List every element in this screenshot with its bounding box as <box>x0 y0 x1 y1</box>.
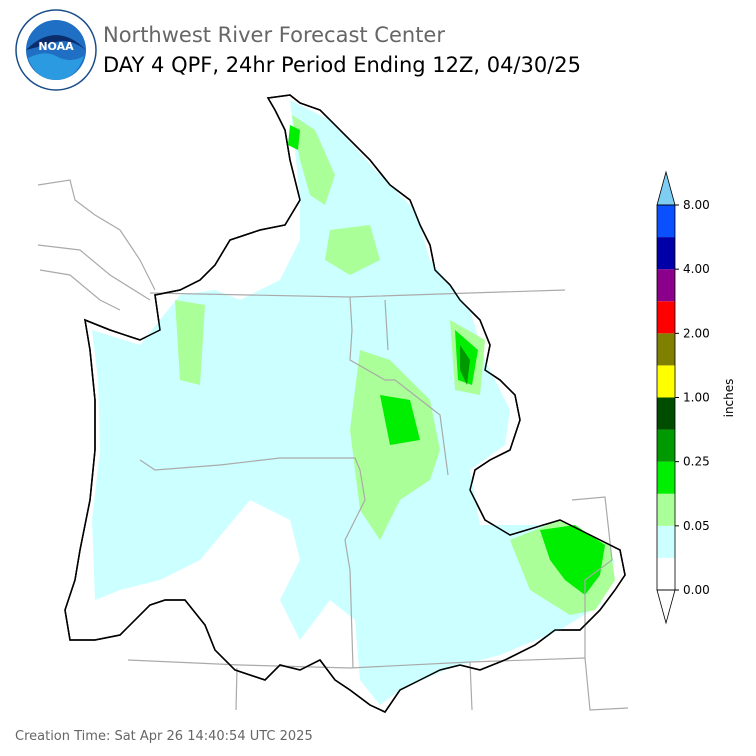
coastline <box>37 179 156 311</box>
noaa-logo: NOAA <box>15 9 97 91</box>
colorbar-label: 0.05 <box>683 519 710 533</box>
title: Northwest River Forecast Center <box>103 23 445 47</box>
map <box>37 94 629 713</box>
creation-time: Creation Time: Sat Apr 26 14:40:54 UTC 2… <box>15 729 313 744</box>
subtitle: DAY 4 QPF, 24hr Period Ending 12Z, 04/30… <box>103 53 581 77</box>
logo-text: NOAA <box>38 40 74 53</box>
colorbar-segment <box>657 365 675 398</box>
colorbar-segment <box>657 333 675 366</box>
colorbar-label: 0.25 <box>683 455 710 469</box>
colorbar-label: 8.00 <box>683 198 710 212</box>
colorbar-segment <box>657 557 675 590</box>
colorbar-segment <box>657 205 675 238</box>
colorbar-unit: inches <box>722 379 736 418</box>
state-borders <box>127 289 629 711</box>
colorbar-label: 4.00 <box>683 262 710 276</box>
colorbar-label: 0.00 <box>683 583 710 597</box>
colorbar: 0.00 0.05 0.25 1.00 2.00 4.00 8.00 <box>656 170 710 625</box>
colorbar-segment <box>657 493 675 526</box>
precip-very-heavy <box>460 345 470 385</box>
colorbar-segment <box>657 429 675 462</box>
basin-border <box>64 94 626 713</box>
colorbar-segment <box>657 461 675 494</box>
colorbar-over <box>656 170 676 206</box>
colorbar-under <box>656 589 676 625</box>
colorbar-label: 2.00 <box>683 326 710 340</box>
colorbar-segment <box>657 237 675 270</box>
colorbar-segment <box>657 525 675 558</box>
colorbar-label: 1.00 <box>683 391 710 405</box>
precip-heavy <box>288 125 605 595</box>
colorbar-segment <box>657 397 675 430</box>
colorbar-segment <box>657 269 675 302</box>
colorbar-segment <box>657 301 675 334</box>
